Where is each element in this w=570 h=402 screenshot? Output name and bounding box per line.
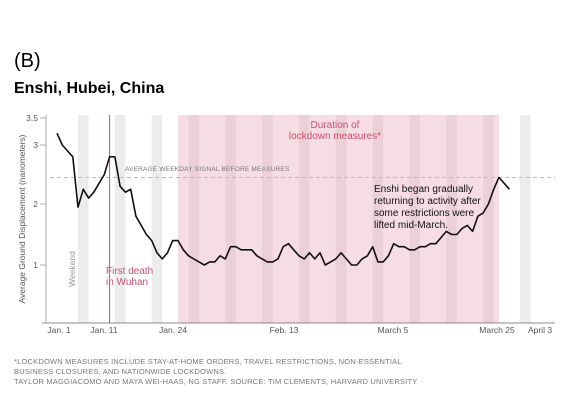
y-axis-label: Average Ground Displacement (nanometers) [17, 134, 27, 303]
recovery-annotation: returning to activity after [374, 196, 481, 207]
footnote-line: TAYLOR MAGGIACOMO AND MAYA WEI-HAAS, NG … [14, 377, 418, 386]
weekend-band [483, 115, 494, 323]
weekend-band [446, 115, 457, 323]
weekend-band [114, 115, 126, 323]
first-death-label: in Wuhan [106, 277, 148, 288]
recovery-annotation: lifted mid-March. [374, 220, 448, 231]
recovery-annotation: some restrictions were [374, 208, 474, 219]
x-tick-label: Jan. 11 [90, 325, 118, 335]
x-tick-label: April 3 [528, 325, 552, 335]
y-tick-label: 1 [33, 260, 38, 270]
y-tick-label: 2 [33, 199, 38, 209]
footnote-line: *LOCKDOWN MEASURES INCLUDE STAY-AT-HOME … [14, 357, 402, 366]
x-tick-label: March 5 [378, 325, 409, 335]
weekend-band [225, 115, 236, 323]
background-bands [78, 115, 531, 323]
weekend-band [372, 115, 384, 323]
y-tick-label: 3.5 [26, 113, 38, 123]
x-tick-label: Jan. 1 [47, 325, 70, 335]
weekend-band [262, 115, 273, 323]
first-death-label: First death [106, 266, 153, 277]
series-line [56, 132, 511, 266]
lockdown-label: lockdown measures* [289, 131, 381, 142]
series-layer [56, 132, 511, 266]
weekend-band [335, 115, 347, 323]
x-tick-label: Jan. 24 [159, 325, 187, 335]
chart-title: Enshi, Hubei, China [14, 80, 165, 97]
recovery-annotation: Enshi began gradually [374, 184, 473, 195]
y-tick-label: 3 [33, 140, 38, 150]
guide-lines [50, 115, 555, 323]
panel-label: (B) [14, 50, 41, 72]
weekend-band [188, 115, 200, 323]
weekend-label: Weekend [67, 251, 77, 287]
footnotes: *LOCKDOWN MEASURES INCLUDE STAY-AT-HOME … [14, 357, 554, 387]
weekend-band [78, 115, 89, 323]
axes: Jan. 1 Jan. 11 Jan. 24 Feb. 13 March 5 March … [17, 113, 555, 335]
x-tick-label: March 25 [479, 325, 515, 335]
x-tick-label: Feb. 13 [270, 325, 299, 335]
lockdown-label: Duration of [311, 120, 360, 131]
weekend-band [299, 115, 310, 323]
footnote-line: BUSINESS CLOSURES, AND NATIONWIDE LOCKDO… [14, 367, 227, 376]
weekend-band [519, 115, 531, 323]
weekend-band [409, 115, 420, 323]
weekend-band [151, 115, 163, 323]
average-signal-label: AVERAGE WEEKDAY SIGNAL BEFORE MEASURES [125, 166, 290, 173]
